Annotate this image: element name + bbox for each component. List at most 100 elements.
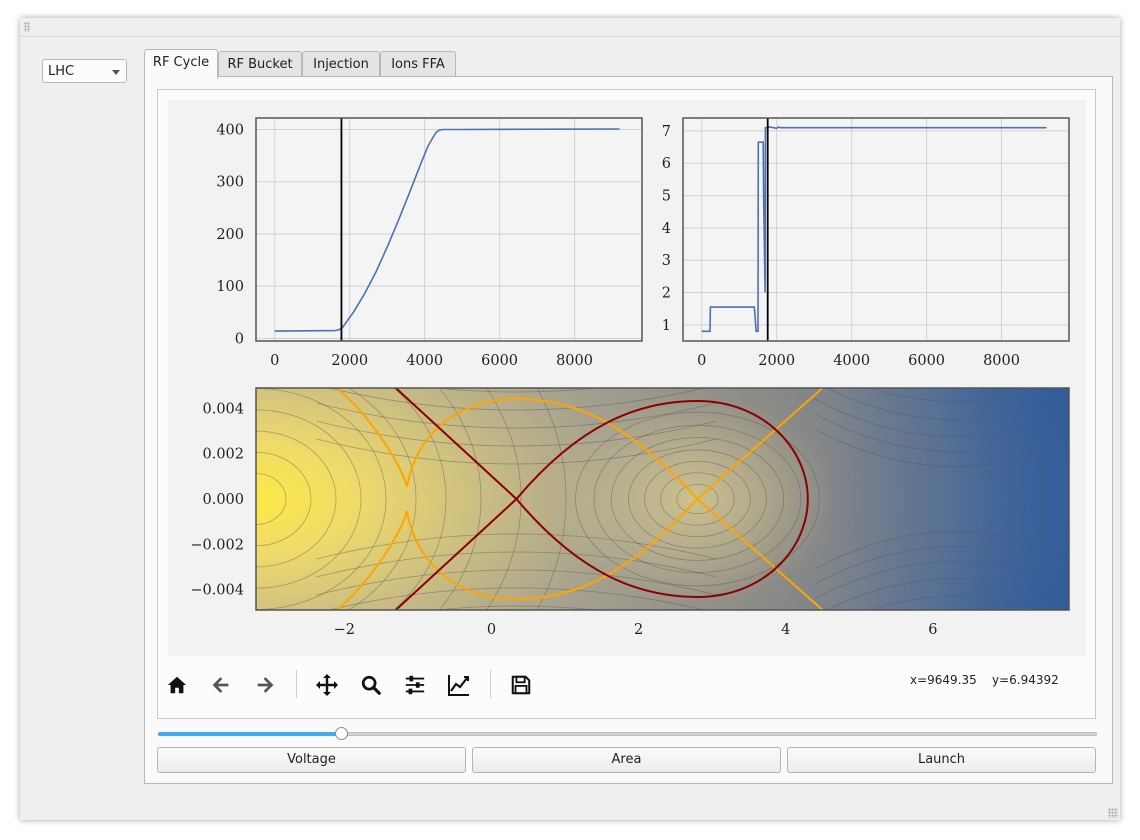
y-tick-label: 300 xyxy=(216,175,244,191)
title-bar[interactable] xyxy=(20,18,1120,37)
home-button[interactable] xyxy=(162,670,192,700)
axes-edit-button[interactable] xyxy=(444,670,474,700)
x-tick-label: 0 xyxy=(270,353,279,369)
contour-line xyxy=(825,388,1069,420)
slider-fill xyxy=(158,732,342,736)
zoom-icon xyxy=(361,675,381,695)
subplots-button[interactable] xyxy=(400,670,430,700)
contour-line xyxy=(347,388,417,610)
zoom-button[interactable] xyxy=(356,670,386,700)
cycle-slider[interactable] xyxy=(158,724,1097,744)
tab-label: Injection xyxy=(313,57,369,72)
x-tick-label: 2000 xyxy=(331,353,368,369)
tab-label: RF Cycle xyxy=(152,55,210,70)
phase-space-chart: −2 0 2 4 6 −0.004 −0.002 0.000 0.002 0.004 xyxy=(190,387,1086,653)
energy-chart: 0 2000 4000 6000 8000 0 100 200 300 400 xyxy=(216,117,643,369)
main-window: LHC RF Cycle RF Bucket Injection Ions FF… xyxy=(20,18,1120,820)
contour-line xyxy=(814,546,1069,585)
tab-injection[interactable]: Injection xyxy=(302,51,380,77)
phase-space-plot xyxy=(256,388,1086,653)
x-tick-label: 0 xyxy=(697,353,706,369)
axes-frame xyxy=(682,117,1070,342)
series-line xyxy=(701,126,1047,333)
resize-grip-icon[interactable] xyxy=(1108,808,1118,818)
plot-toolbar: x=9649.35 y=6.94392 xyxy=(158,656,1095,718)
toolbar-separator xyxy=(490,670,491,698)
contour-line xyxy=(644,460,751,538)
launch-button[interactable]: Launch xyxy=(787,747,1096,773)
y-tick-label: 200 xyxy=(216,227,244,243)
y-tick-label: 6 xyxy=(662,156,671,172)
pan-button[interactable] xyxy=(312,670,342,700)
x-tick-label: 8000 xyxy=(556,353,593,369)
machine-select-value: LHC xyxy=(48,64,75,79)
tab-rf-cycle[interactable]: RF Cycle xyxy=(144,49,218,79)
chevron-down-icon xyxy=(112,70,120,75)
contour-line xyxy=(814,561,1069,600)
back-button[interactable] xyxy=(206,670,236,700)
contour-line xyxy=(676,483,719,515)
separatrix-inner xyxy=(395,388,809,610)
contour-line xyxy=(814,428,1069,467)
axes-background xyxy=(683,118,1069,341)
tab-rf-bucket[interactable]: RF Bucket xyxy=(218,51,302,77)
contour-line xyxy=(815,615,1086,653)
contour-line xyxy=(814,531,1069,570)
axes-frame xyxy=(255,387,1070,611)
contour-line xyxy=(256,430,337,568)
voltage-button-label: Voltage xyxy=(287,752,336,767)
axes-frame xyxy=(255,117,643,342)
matplotlib-figure[interactable]: 0 2000 4000 6000 8000 0 100 200 300 400 0 2000 4000… xyxy=(168,100,1086,656)
y-tick-label: −0.002 xyxy=(190,537,244,553)
separatrix-outer-upper xyxy=(336,388,824,501)
x-tick-label: 2000 xyxy=(758,353,795,369)
contour-line xyxy=(316,402,717,429)
home-icon xyxy=(167,676,187,694)
contour-line xyxy=(438,388,482,610)
contour-line xyxy=(870,388,1040,402)
plot-frame: 0 2000 4000 6000 8000 0 100 200 300 400 0 2000 4000… xyxy=(157,89,1096,719)
x-tick-label: 6000 xyxy=(481,353,518,369)
contour-line xyxy=(256,388,387,610)
save-icon xyxy=(511,675,531,695)
y-tick-label: 0 xyxy=(235,331,244,347)
contour-line xyxy=(316,569,717,596)
x-tick-label: 8000 xyxy=(983,353,1020,369)
contour-line xyxy=(814,413,1069,452)
save-button[interactable] xyxy=(506,670,536,700)
area-button[interactable]: Area xyxy=(472,747,781,773)
contour-line xyxy=(327,587,706,610)
toolbar-separator xyxy=(296,670,297,698)
x-tick-label: 4000 xyxy=(833,353,870,369)
forward-arrow-icon xyxy=(257,677,274,693)
slider-handle[interactable] xyxy=(335,727,349,740)
contour-line xyxy=(432,388,601,393)
voltage-button[interactable]: Voltage xyxy=(157,747,466,773)
pan-icon xyxy=(316,674,338,696)
figure-canvas[interactable]: 0 2000 4000 6000 8000 0 100 200 300 400 0 2000 4000… xyxy=(168,100,1086,656)
y-tick-label: 4 xyxy=(662,221,671,237)
y-tick-label: 1 xyxy=(662,318,671,334)
forward-button[interactable] xyxy=(250,670,280,700)
y-tick-label: 0.000 xyxy=(202,492,244,508)
y-tick-label: 400 xyxy=(216,122,244,138)
back-arrow-icon xyxy=(212,677,229,693)
y-tick-label: 0.004 xyxy=(202,401,244,417)
contour-line xyxy=(825,578,1069,610)
tab-ions-ffa[interactable]: Ions FFA xyxy=(380,51,456,77)
coord-y-readout: y=6.94392 xyxy=(992,673,1059,687)
tab-label: RF Bucket xyxy=(227,57,293,72)
contour-line xyxy=(256,473,287,525)
contour-line xyxy=(316,420,717,447)
machine-select[interactable]: LHC xyxy=(42,59,127,83)
contour-line xyxy=(536,388,567,610)
title-grip-icon[interactable] xyxy=(24,22,30,32)
contour-line xyxy=(256,451,312,547)
x-tick-label: 6 xyxy=(928,622,937,638)
x-tick-label: 6000 xyxy=(908,353,945,369)
x-tick-label: 0 xyxy=(487,622,496,638)
area-button-label: Area xyxy=(611,752,642,767)
axes-background xyxy=(256,118,642,341)
x-tick-label: 4 xyxy=(781,622,790,638)
axes-edit-icon xyxy=(448,675,469,696)
